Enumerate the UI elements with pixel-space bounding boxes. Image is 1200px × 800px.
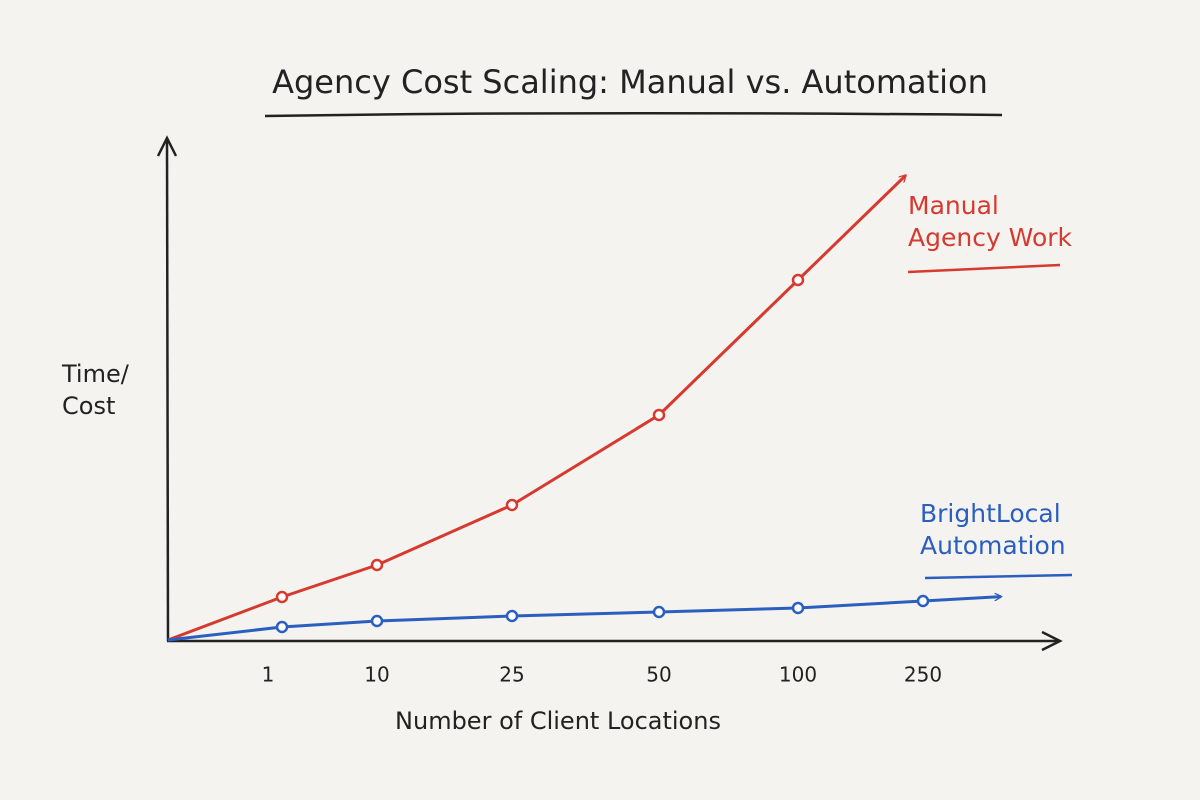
- line-arrow: [796, 175, 906, 282]
- x-tick-label: 100: [779, 663, 817, 687]
- point: [275, 590, 289, 604]
- point: [275, 620, 289, 634]
- line-arrow: [922, 597, 1001, 603]
- x-tick-label: 1: [262, 663, 275, 687]
- y-axis: [165, 139, 170, 642]
- line: [281, 599, 924, 629]
- legend-underline: [907, 263, 1061, 274]
- legend-label: Manual Agency Work: [908, 191, 1072, 252]
- point: [791, 273, 805, 287]
- point: [916, 594, 930, 608]
- point: [505, 498, 519, 512]
- x-tick-label: 50: [646, 663, 671, 687]
- y-axis-label: Time/ Cost: [62, 360, 129, 420]
- x-tick-label: 250: [904, 663, 942, 687]
- y-axis-arrow: [156, 135, 178, 157]
- point: [791, 601, 805, 615]
- x-tick-label: 25: [499, 663, 524, 687]
- x-axis-arrow: [1041, 630, 1063, 652]
- point: [370, 614, 384, 628]
- x-axis-label: Number of Client Locations: [395, 707, 721, 735]
- title-underline: [264, 112, 1003, 118]
- line: [281, 278, 800, 599]
- legend-underline: [924, 573, 1073, 580]
- point: [505, 609, 519, 623]
- x-tick-label: 10: [364, 663, 389, 687]
- point: [652, 605, 666, 619]
- line-start: [167, 595, 283, 642]
- line-start: [167, 625, 283, 642]
- point: [652, 408, 666, 422]
- point: [370, 558, 384, 572]
- chart-title: Agency Cost Scaling: Manual vs. Automati…: [272, 63, 988, 101]
- legend-label: BrightLocal Automation: [920, 499, 1066, 560]
